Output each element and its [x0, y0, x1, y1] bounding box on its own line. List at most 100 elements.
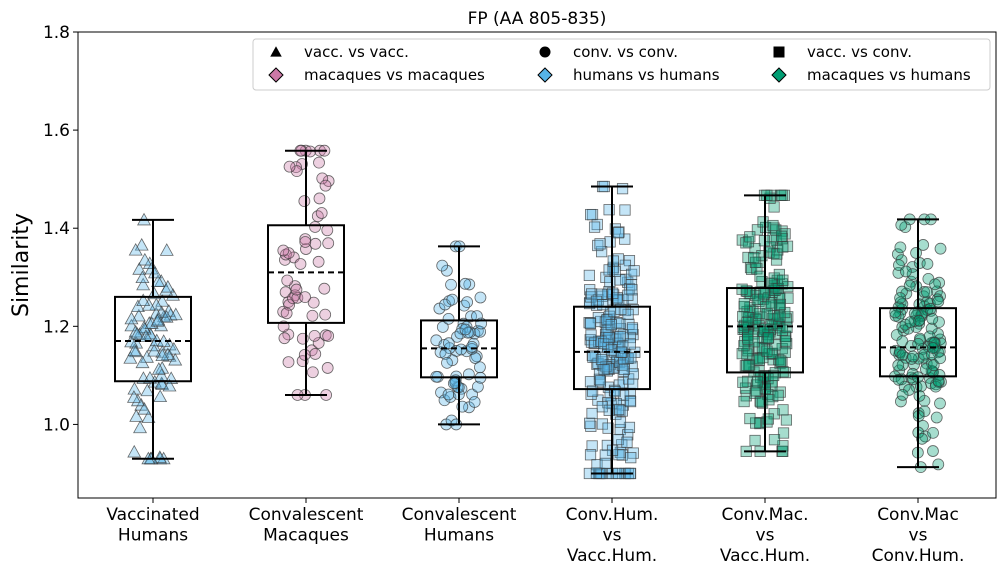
data-point: [739, 335, 751, 348]
data-point: [761, 345, 773, 357]
data-point: [614, 416, 627, 428]
data-point: [744, 231, 756, 243]
x-tick-label-line: vs: [756, 526, 775, 546]
data-point: [134, 237, 149, 251]
legend-marker: [539, 46, 551, 58]
data-point: [771, 248, 783, 260]
x-tick-label-line: Macaques: [263, 526, 349, 546]
data-point: [312, 255, 325, 268]
legend-label: conv. vs conv.: [573, 43, 678, 61]
data-point: [147, 343, 162, 357]
data-point: [774, 301, 786, 314]
data-point: [441, 356, 453, 369]
data-point: [474, 291, 487, 304]
data-point: [130, 326, 145, 340]
data-point: [287, 292, 299, 305]
y-tick-label: 1.2: [43, 317, 70, 337]
data-point: [447, 377, 460, 390]
data-point: [319, 179, 332, 192]
data-point: [777, 404, 789, 416]
data-point: [749, 289, 762, 302]
x-tick-label-line: Conv.Hum.: [872, 546, 965, 566]
data-point: [294, 258, 307, 270]
data-point: [461, 296, 474, 309]
data-point: [299, 233, 312, 245]
data-point: [737, 310, 749, 323]
data-point: [594, 375, 606, 387]
data-point: [774, 386, 786, 398]
data-point: [742, 333, 754, 345]
x-tick-label: Convalescent Humans: [402, 505, 517, 546]
data-point: [609, 386, 621, 398]
data-point: [445, 278, 457, 291]
data-point: [321, 362, 334, 374]
data-point: [625, 452, 637, 464]
data-point: [124, 311, 139, 325]
data-point: [751, 376, 763, 388]
data-point: [776, 324, 789, 336]
data-point: [741, 359, 753, 372]
data-point: [299, 236, 312, 248]
x-tick-label-line: Convalescent: [402, 505, 517, 525]
chart-title: FP (AA 805-835): [468, 9, 607, 29]
data-point: [308, 329, 321, 342]
data-point: [768, 280, 780, 292]
data-point: [313, 192, 326, 205]
data-point: [749, 417, 762, 429]
data-point: [758, 288, 770, 300]
data-point: [751, 293, 763, 306]
data-point: [613, 449, 625, 461]
data-point: [779, 346, 791, 359]
data-point: [159, 309, 174, 323]
data-point: [459, 323, 472, 336]
data-point: [135, 270, 150, 284]
data-point: [159, 243, 174, 256]
data-point: [736, 283, 748, 295]
data-point: [933, 316, 945, 329]
data-point: [896, 359, 909, 371]
data-point: [622, 276, 634, 288]
data-point: [312, 337, 325, 349]
data-point: [771, 274, 783, 286]
data-point: [777, 427, 790, 439]
data-point: [587, 351, 599, 363]
data-point: [137, 252, 152, 266]
data-point: [751, 263, 763, 275]
data-point: [889, 309, 902, 322]
data-point: [627, 378, 639, 390]
data-point: [605, 344, 618, 356]
data-point: [465, 310, 477, 323]
data-point: [750, 313, 762, 326]
data-point: [622, 429, 634, 441]
data-point: [318, 282, 331, 295]
data-point: [618, 363, 630, 376]
data-point: [166, 341, 181, 355]
data-point: [622, 352, 634, 364]
data-point: [599, 457, 611, 470]
data-point: [442, 312, 455, 325]
data-point: [741, 348, 753, 360]
data-point: [772, 389, 784, 401]
data-point: [777, 274, 789, 286]
data-point: [899, 265, 912, 278]
data-point: [777, 241, 789, 253]
data-point: [757, 351, 769, 364]
data-point: [761, 416, 773, 428]
data-point: [933, 369, 946, 381]
data-point: [123, 351, 138, 364]
data-point: [599, 316, 611, 328]
data-point: [446, 293, 459, 306]
data-point: [469, 352, 482, 364]
data-point: [919, 430, 932, 443]
data-point: [436, 259, 449, 272]
data-point: [619, 204, 631, 216]
x-tick-label-line: Vaccinated: [106, 505, 199, 525]
data-point: [585, 329, 597, 341]
data-point: [628, 265, 640, 277]
data-point: [761, 308, 773, 320]
legend-marker: [773, 46, 785, 58]
data-point: [140, 383, 155, 397]
data-point: [780, 414, 793, 426]
data-point: [614, 317, 626, 330]
data-point: [754, 270, 766, 282]
